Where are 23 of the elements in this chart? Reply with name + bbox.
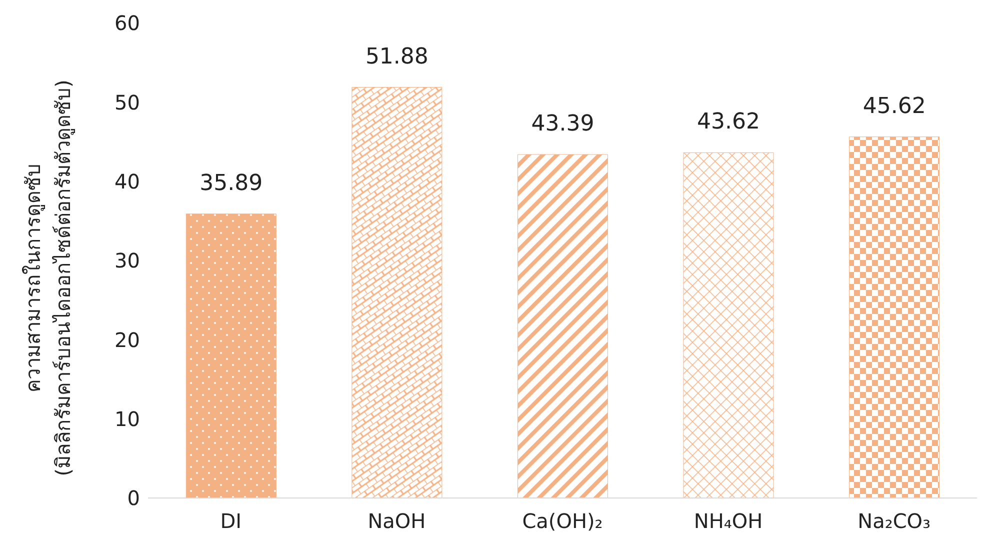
bar [352, 87, 442, 498]
x-tick-label: NH₄OH [694, 509, 763, 533]
bar [849, 136, 940, 498]
x-tick-label: DI [220, 509, 242, 533]
bar [186, 214, 276, 498]
x-tick-label: Ca(OH)₂ [522, 509, 603, 533]
data-label: 51.88 [365, 44, 428, 70]
y-tick-label: 10 [114, 406, 140, 431]
y-tick-label: 40 [114, 169, 140, 194]
x-tick-label: Na₂CO₃ [858, 509, 931, 533]
data-label: 43.62 [697, 110, 760, 135]
y-tick-label: 30 [114, 248, 140, 273]
data-label: 35.89 [200, 170, 263, 196]
y-tick-label: 20 [114, 328, 140, 352]
y-tick-label: 50 [114, 90, 140, 114]
x-tick-label: NaOH [368, 509, 426, 533]
bar [517, 154, 608, 498]
y-tick-label: 60 [114, 11, 140, 36]
data-label: 43.39 [531, 111, 594, 136]
data-label: 45.62 [862, 94, 926, 119]
y-tick-label: 0 [127, 486, 140, 510]
y-axis-title: ความสามารถในการดูดซับ (มิลลิกรัมคาร์บอนไดออกไซด์ต่อกรัมตัวดูดซับ) [21, 80, 76, 476]
bar [683, 152, 774, 498]
